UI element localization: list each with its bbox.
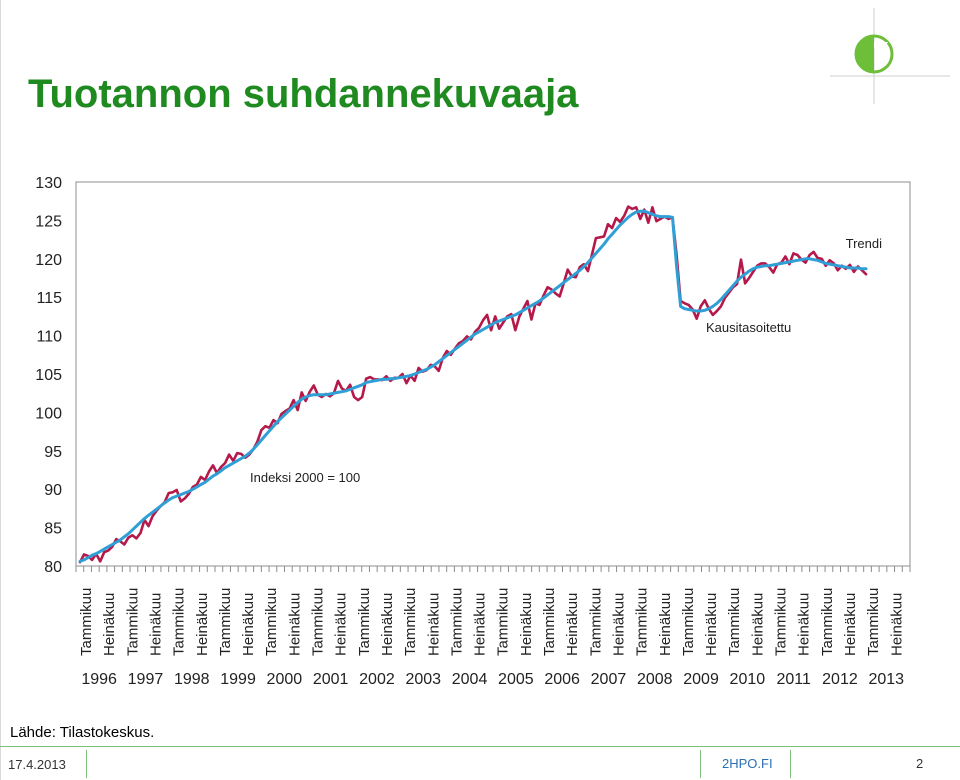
x-month-label: Heinäkuu	[842, 593, 859, 656]
x-year-label: 2003	[405, 671, 441, 688]
x-month-label: Tammikuu	[356, 588, 373, 656]
y-tick-label: 110	[36, 329, 62, 346]
seasonal-series-line	[78, 205, 868, 564]
x-year-label: 1998	[174, 671, 210, 688]
page-title: Tuotannon suhdannekuvaaja	[28, 72, 579, 116]
slide-left-border	[0, 0, 1, 780]
x-month-label: Heinäkuu	[749, 593, 766, 656]
x-year-label: 2006	[544, 671, 580, 688]
y-tick-label: 125	[35, 213, 62, 230]
x-month-label: Tammikuu	[819, 588, 836, 656]
x-month-label: Heinäkuu	[796, 593, 813, 656]
y-tick-label: 80	[44, 559, 62, 576]
x-month-label: Heinäkuu	[379, 593, 396, 656]
x-month-label: Heinäkuu	[472, 593, 489, 656]
x-month-label: Heinäkuu	[425, 593, 442, 656]
x-month-label: Heinäkuu	[147, 593, 164, 656]
x-month-label: Heinäkuu	[657, 593, 674, 656]
plot-area-border	[75, 181, 911, 567]
y-tick-label: 100	[35, 405, 62, 422]
x-month-label: Heinäkuu	[610, 593, 627, 656]
x-month-label: Tammikuu	[448, 588, 465, 656]
x-month-label: Heinäkuu	[703, 593, 720, 656]
x-axis-year-labels: 1996 1997 1998 1999 2000 2001 2002 2003 2004 2005…	[81, 671, 904, 688]
x-month-label: Heinäkuu	[286, 593, 303, 656]
x-year-label: 2009	[683, 671, 719, 688]
x-month-label: Tammikuu	[634, 588, 651, 656]
y-axis: 80 85 90 95 100 105 110 115 120 125 130	[35, 175, 62, 576]
annotation-label: Kausitasoitettu	[706, 320, 791, 335]
source-note: Lähde: Tilastokeskus.	[10, 724, 155, 741]
x-axis-ticks	[75, 566, 911, 572]
annotation-label: Trendi	[846, 236, 882, 251]
y-tick-label: 115	[36, 290, 62, 307]
annotation-label: Indeksi 2000 = 100	[250, 470, 360, 485]
company-logo	[830, 8, 950, 104]
y-tick-label: 105	[35, 367, 62, 384]
trend-series-line	[78, 209, 868, 563]
x-month-label: Heinäkuu	[333, 593, 350, 656]
x-year-label: 1996	[81, 671, 117, 688]
x-year-label: 2004	[452, 671, 488, 688]
y-tick-label: 130	[35, 175, 62, 192]
x-month-label: Tammikuu	[541, 588, 558, 656]
x-month-label: Tammikuu	[402, 588, 419, 656]
x-month-label: Tammikuu	[217, 588, 234, 656]
x-year-label: 2008	[637, 671, 673, 688]
page-number: 2	[916, 756, 924, 771]
y-tick-label: 95	[44, 444, 62, 461]
x-month-label: Heinäkuu	[240, 593, 257, 656]
x-year-label: 2010	[730, 671, 766, 688]
x-month-label: Tammikuu	[773, 588, 790, 656]
x-month-label: Heinäkuu	[888, 593, 905, 656]
x-year-label: 2002	[359, 671, 395, 688]
y-tick-label: 85	[44, 521, 62, 538]
footer-separator	[86, 750, 87, 778]
chart-annotations: Indeksi 2000 = 100 Kausitasoitettu Trendi	[250, 236, 882, 485]
x-month-label: Heinäkuu	[194, 593, 211, 656]
x-month-label: Tammikuu	[865, 588, 882, 656]
x-month-label: Tammikuu	[726, 588, 743, 656]
footer-separator	[790, 750, 791, 778]
y-tick-label: 120	[35, 252, 62, 269]
x-month-label: Tammikuu	[310, 588, 327, 656]
x-year-label: 2013	[868, 671, 904, 688]
footer-date: 17.4.2013	[8, 757, 66, 772]
x-month-label: Tammikuu	[171, 588, 188, 656]
chart-lines	[78, 205, 868, 564]
x-year-label: 1999	[220, 671, 256, 688]
footer-divider	[0, 746, 960, 747]
x-month-label: Tammikuu	[587, 588, 604, 656]
x-year-label: 2012	[822, 671, 858, 688]
y-tick-label: 90	[44, 482, 62, 499]
x-month-label: Heinäkuu	[518, 593, 535, 656]
footer-separator	[700, 750, 701, 778]
x-month-label: Tammikuu	[495, 588, 512, 656]
x-year-label: 2011	[776, 671, 811, 688]
x-year-label: 2000	[267, 671, 303, 688]
footer-site: 2HPO.FI	[722, 756, 773, 771]
x-year-label: 1997	[128, 671, 164, 688]
x-month-label: Tammikuu	[680, 588, 697, 656]
production-chart: 80 85 90 95 100 105 110 115 120 125 130 Tammikuu He…	[35, 175, 911, 688]
x-month-label: Heinäkuu	[564, 593, 581, 656]
x-month-label: Heinäkuu	[101, 593, 118, 656]
x-year-label: 2005	[498, 671, 534, 688]
x-month-label: Tammikuu	[263, 588, 280, 656]
x-month-label: Tammikuu	[124, 588, 141, 656]
x-axis-month-labels: Tammikuu Heinäkuu Tammikuu Heinäkuu Tammikuu…	[78, 588, 905, 656]
x-month-label: Tammikuu	[78, 588, 95, 656]
x-year-label: 2001	[313, 671, 349, 688]
x-year-label: 2007	[591, 671, 627, 688]
